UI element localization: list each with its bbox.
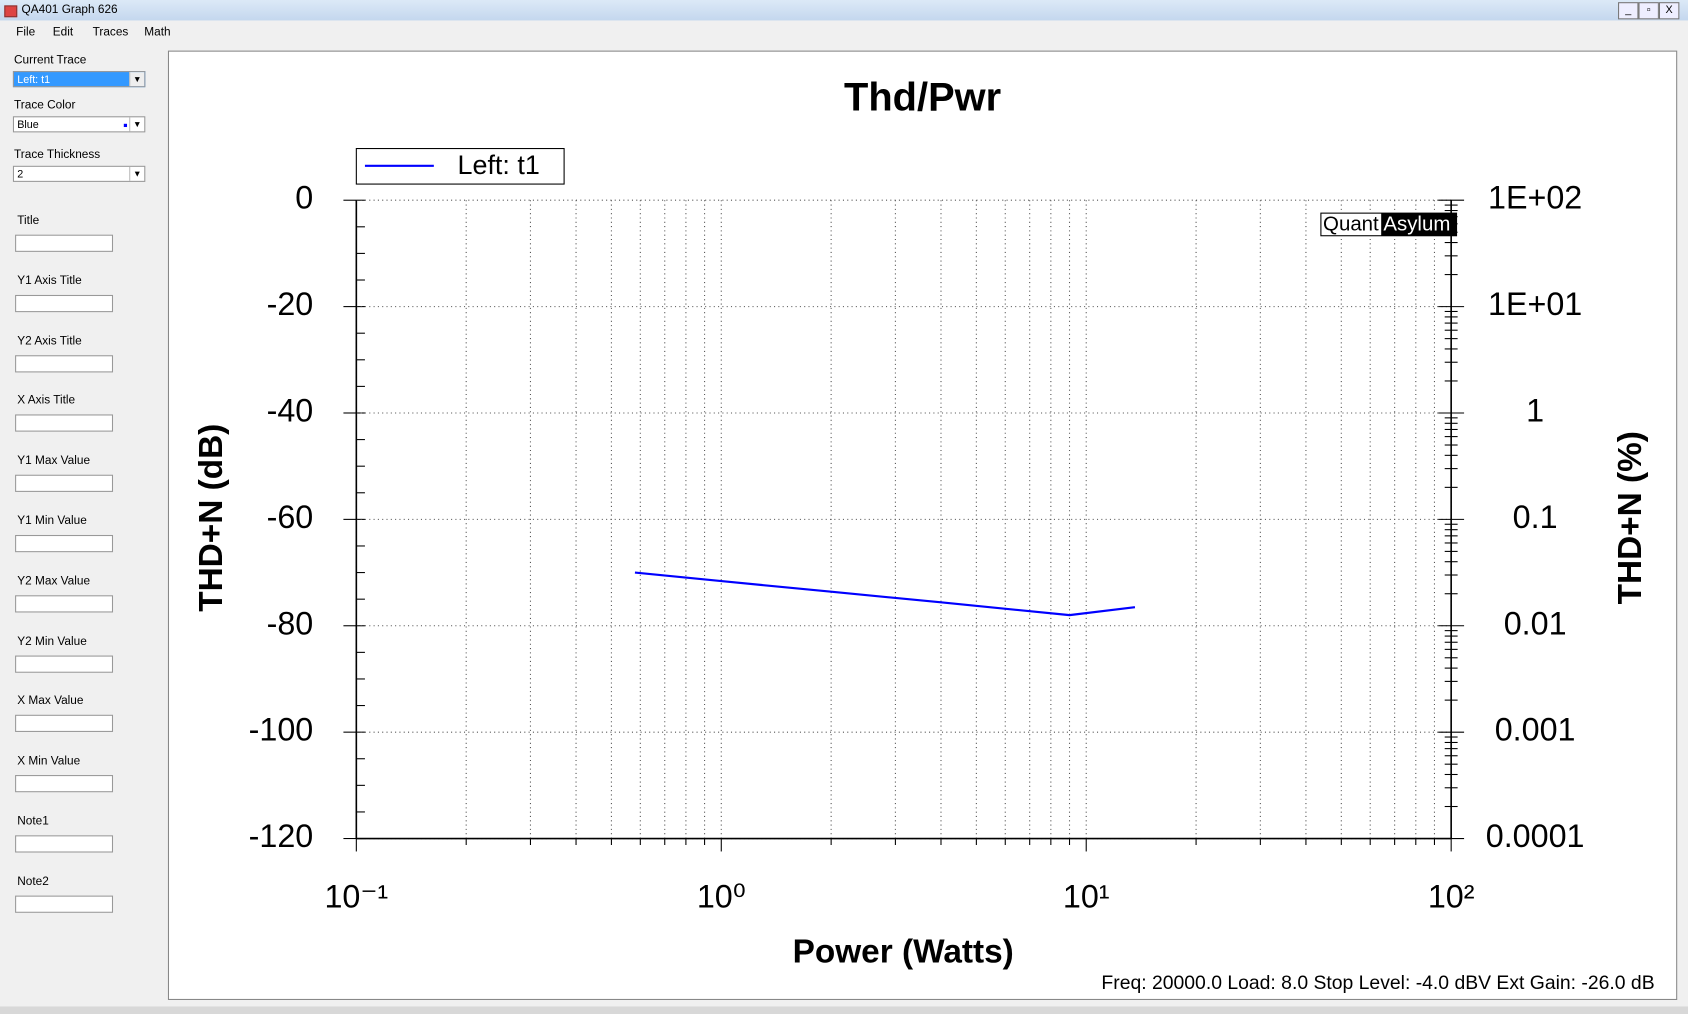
field-label: Title	[17, 214, 40, 228]
dropdown-value: 2	[17, 168, 24, 181]
field-label: Y2 Min Value	[17, 634, 87, 648]
field-label: Trace Thickness	[13, 148, 101, 162]
y2-tick-label: 1E+02	[1488, 180, 1582, 216]
y-axis-title: THD+N (dB)	[193, 424, 230, 612]
menu-item[interactable]: Traces	[92, 25, 129, 39]
menu-item[interactable]: File	[16, 25, 36, 39]
dropdown-value: Blue	[17, 119, 39, 132]
y-tick-label: -100	[249, 712, 314, 748]
x-tick-label: 10⁰	[697, 878, 746, 914]
y-tick-label: -20	[267, 286, 314, 322]
y-tick-label: -80	[267, 605, 314, 641]
y-tick-label: -60	[267, 499, 314, 535]
title-bar: QA401 Graph 626 _ ▫ X	[0, 0, 1688, 21]
window-title: QA401 Graph 626	[21, 3, 118, 17]
y2-tick-label: 0.1	[1513, 499, 1558, 535]
y-tick-label: -40	[267, 393, 314, 429]
x-tick-label: 10¹	[1063, 878, 1110, 914]
chart-title: Thd/Pwr	[844, 76, 1001, 120]
field-label: Y1 Axis Title	[17, 274, 82, 288]
y2-tick-label: 0.001	[1495, 712, 1576, 748]
text-input[interactable]	[15, 234, 114, 252]
close-button[interactable]: X	[1658, 2, 1680, 20]
y2-tick-label: 1	[1526, 393, 1544, 429]
field-label: Current Trace	[13, 53, 87, 67]
menu-item[interactable]: Edit	[52, 25, 74, 39]
text-input[interactable]	[15, 534, 114, 553]
y-tick-label: -120	[249, 818, 314, 854]
field-label: Note1	[17, 814, 49, 828]
field-label: Y1 Min Value	[17, 514, 87, 528]
field-label: Y2 Max Value	[17, 574, 91, 588]
text-input[interactable]	[15, 835, 114, 853]
text-input[interactable]	[15, 294, 114, 312]
text-input[interactable]	[15, 354, 114, 373]
text-input[interactable]	[15, 775, 114, 793]
dropdown-value: Left: t1	[17, 74, 51, 87]
field-label: X Axis Title	[17, 394, 76, 408]
field-label: X Min Value	[17, 754, 81, 768]
dropdown[interactable]: 2 ▼	[12, 165, 146, 182]
logo-dark	[1381, 213, 1457, 236]
text-input[interactable]	[15, 474, 114, 493]
text-input[interactable]	[15, 595, 114, 613]
field-label: X Max Value	[17, 694, 84, 708]
status-strip	[0, 1006, 1688, 1014]
series-line	[634, 571, 1136, 617]
x-axis-title: Power (Watts)	[793, 934, 1014, 971]
chart-panel: Thd/Pwr Power (Watts) THD+N (dB) THD+N (…	[167, 50, 1678, 1001]
y2-tick-label: 0.01	[1504, 605, 1567, 641]
text-input[interactable]	[15, 715, 114, 733]
text-input[interactable]	[15, 655, 114, 673]
text-input[interactable]	[15, 414, 114, 433]
logo-text: Asylum	[1383, 212, 1450, 235]
field-label: Y1 Max Value	[17, 454, 91, 468]
chart-note: Freq: 20000.0 Load: 8.0 Stop Level: -4.0…	[1101, 972, 1654, 994]
x-tick-label: 10⁻¹	[324, 878, 388, 914]
logo-text: Quant	[1323, 212, 1379, 235]
chart: Thd/Pwr Power (Watts) THD+N (dB) THD+N (…	[193, 76, 1655, 994]
field-label: Y2 Axis Title	[17, 334, 82, 348]
dropdown[interactable]: Left: t1 ▼	[12, 71, 146, 88]
y2-tick-label: 1E+01	[1488, 286, 1582, 322]
text-input[interactable]	[15, 895, 114, 913]
minimize-button[interactable]: _	[1618, 2, 1639, 20]
y2-tick-label: 0.0001	[1486, 818, 1585, 854]
restore-button[interactable]: ▫	[1638, 2, 1659, 20]
y2-axis-title: THD+N (%)	[1612, 431, 1649, 604]
y-tick-label: 0	[295, 180, 313, 216]
dropdown[interactable]: Blue ▼	[12, 116, 146, 133]
field-label: Trace Color	[13, 99, 76, 112]
x-tick-label: 10²	[1428, 878, 1475, 914]
app-icon	[4, 5, 18, 18]
field-label: Note2	[17, 874, 49, 888]
menu-item[interactable]: Math	[144, 25, 171, 39]
legend-label: Left: t1	[458, 150, 540, 180]
